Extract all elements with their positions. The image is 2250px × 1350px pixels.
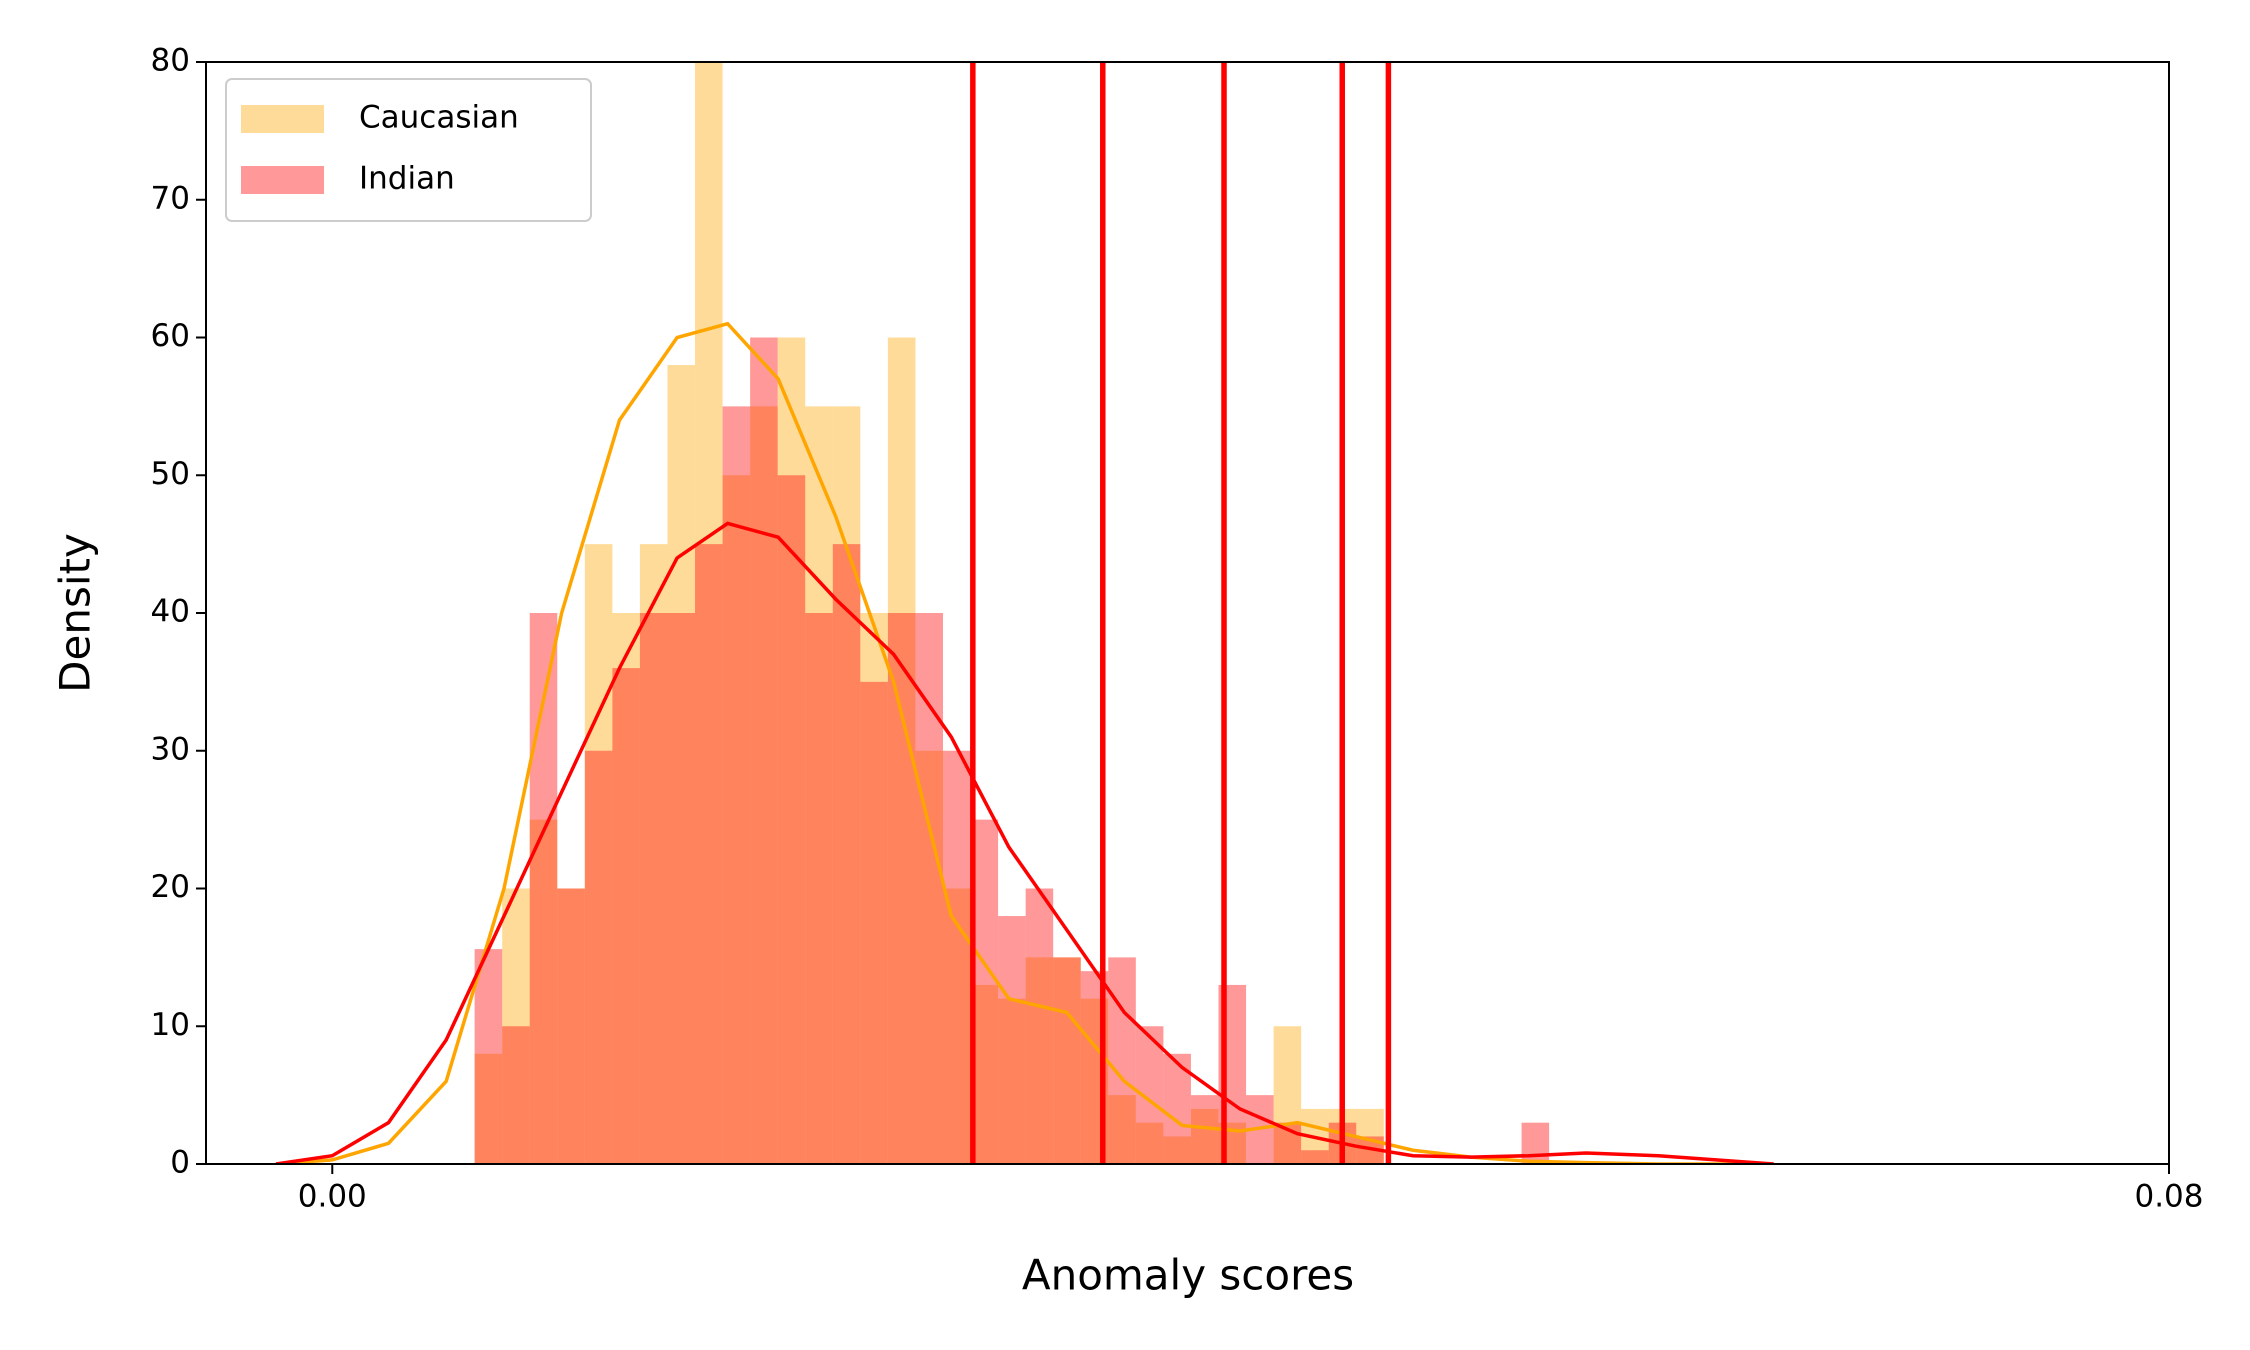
histogram-bar (1301, 1150, 1329, 1164)
y-tick-label: 20 (151, 869, 190, 905)
histogram-bar (1053, 957, 1081, 1164)
y-tick-label: 40 (151, 594, 190, 630)
plot-area (275, 62, 1774, 1164)
legend-swatch (241, 166, 324, 194)
histogram-bar (998, 916, 1026, 1164)
histogram-bar (639, 613, 668, 1164)
histogram-bar (474, 949, 503, 1164)
histogram-bar (502, 1026, 530, 1164)
y-tick-label: 10 (151, 1007, 190, 1043)
x-tick-label: 0.00 (298, 1179, 367, 1215)
histogram-bar (584, 750, 613, 1164)
y-tick-label: 80 (151, 43, 190, 79)
legend-label: Caucasian (359, 100, 519, 136)
histogram-bar (639, 544, 668, 1164)
histogram-bar (557, 888, 585, 1164)
histogram-bar (1521, 1122, 1550, 1164)
histogram-bar (722, 475, 751, 1164)
histogram-bar (557, 888, 585, 1164)
y-tick-label: 50 (151, 456, 190, 492)
histogram-bar (750, 337, 778, 1164)
kde-curve (275, 521, 1774, 1164)
histogram-bar (667, 613, 696, 1164)
histogram-bar (1135, 1122, 1164, 1164)
histogram-bar (695, 544, 723, 1164)
histogram-bar (805, 406, 833, 1164)
histogram-bar (860, 613, 888, 1164)
x-axis-label: Anomaly scores (1022, 1251, 1354, 1300)
histogram-bar (529, 819, 558, 1164)
legend-box (225, 78, 592, 222)
histogram-bar (1025, 888, 1054, 1164)
histogram-bar (1053, 957, 1081, 1164)
histogram-bar (584, 544, 613, 1164)
x-tick-label: 0.08 (2134, 1179, 2203, 1215)
histogram-bar (777, 475, 806, 1164)
y-tick-label: 60 (151, 318, 190, 354)
histogram-bar (998, 998, 1026, 1164)
y-tick-label: 0 (170, 1145, 190, 1181)
y-tick-label: 70 (151, 180, 190, 216)
histogram-bar (474, 1053, 503, 1164)
histogram-bar (612, 668, 640, 1164)
histogram-bar (942, 750, 971, 1164)
histogram-bar (1273, 1026, 1302, 1164)
legend-label: Indian (359, 161, 455, 197)
histogram-bar (612, 613, 640, 1164)
y-axis-label: Density (51, 533, 100, 693)
histogram-bar (887, 613, 916, 1164)
histogram-bar (1190, 1108, 1219, 1164)
histogram-bar (1108, 1095, 1136, 1164)
histogram-bar (777, 337, 806, 1164)
histogram-bar (722, 406, 751, 1164)
histogram-bar (1025, 957, 1054, 1164)
histogram-bar (1108, 957, 1136, 1164)
histogram-bar (832, 406, 861, 1164)
histogram-bar (502, 888, 530, 1164)
histogram-bar (695, 62, 723, 1164)
histogram-bar (915, 613, 943, 1164)
y-tick-label: 30 (151, 731, 190, 767)
histogram-bar (832, 544, 861, 1164)
histogram-bar (1163, 1136, 1191, 1164)
legend-swatch (241, 105, 324, 133)
histogram-bar (805, 613, 833, 1164)
histogram-bar (860, 681, 888, 1164)
histogram-bar (667, 365, 696, 1164)
